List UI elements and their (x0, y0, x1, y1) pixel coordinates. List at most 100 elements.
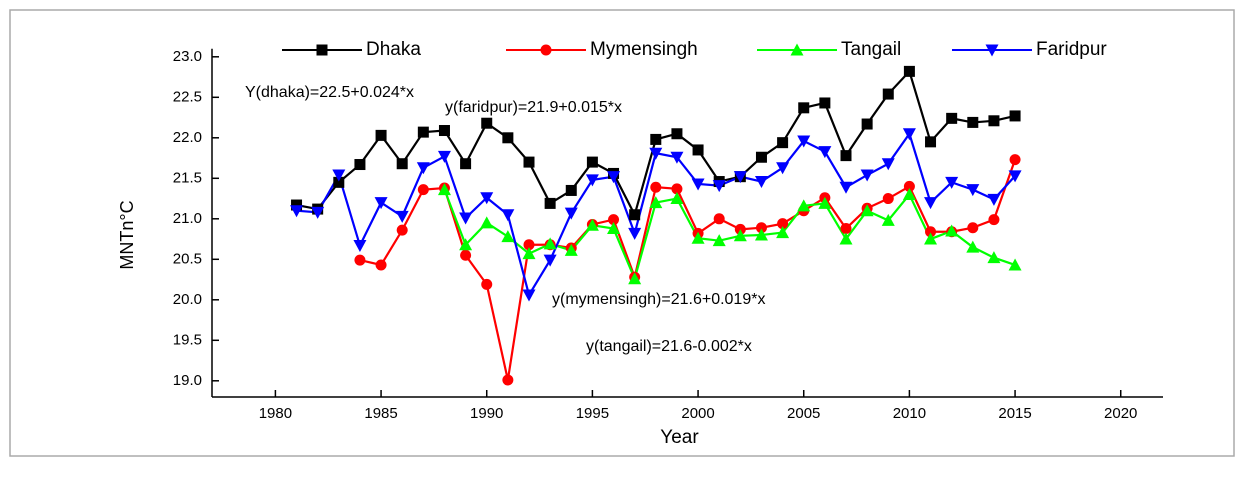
marker (585, 218, 599, 231)
x-tick-label: 2000 (681, 405, 714, 422)
marker (374, 197, 388, 210)
marker (754, 228, 768, 241)
marker (437, 183, 451, 196)
marker (881, 213, 895, 226)
marker (839, 181, 853, 194)
marker (798, 102, 810, 114)
marker (755, 222, 767, 234)
marker (522, 289, 536, 302)
marker (777, 218, 789, 230)
marker (375, 129, 387, 141)
marker (396, 224, 408, 236)
marker (925, 136, 937, 148)
marker (903, 65, 915, 77)
series-line (443, 189, 1016, 283)
marker (543, 237, 557, 250)
marker (290, 205, 304, 218)
marker (988, 214, 1000, 226)
marker (438, 125, 450, 137)
marker (924, 197, 938, 210)
marker (692, 144, 704, 156)
marker (459, 212, 473, 225)
x-tick-label: 2005 (787, 405, 820, 422)
marker (501, 230, 515, 243)
marker (523, 239, 535, 251)
annotation: y(tangail)=21.6-0.002*x (586, 338, 752, 355)
y-tick-label: 20.5 (173, 250, 202, 267)
marker (819, 97, 831, 109)
marker (945, 176, 959, 189)
marker (502, 132, 514, 144)
marker (985, 44, 999, 57)
marker (967, 222, 979, 234)
marker (416, 162, 430, 175)
marker (966, 240, 980, 253)
marker (776, 226, 790, 239)
marker (353, 240, 367, 253)
marker (818, 196, 832, 209)
x-tick-label: 2010 (893, 405, 926, 422)
marker (291, 199, 303, 211)
marker (987, 251, 1001, 264)
marker (628, 272, 642, 285)
marker (354, 254, 366, 266)
marker (861, 118, 873, 130)
marker (585, 174, 599, 187)
marker (564, 207, 578, 220)
marker (754, 176, 768, 189)
marker (523, 156, 535, 168)
y-tick-label: 19.5 (173, 331, 202, 348)
marker (332, 169, 346, 182)
marker (691, 231, 705, 244)
annotation: y(faridpur)=21.9+0.015*x (445, 99, 622, 116)
marker (540, 44, 552, 56)
y-tick-label: 23.0 (173, 48, 202, 65)
marker (902, 188, 916, 200)
y-axis-label: MNTn°C (117, 200, 137, 269)
annotation: y(mymensingh)=21.6+0.019*x (552, 291, 765, 308)
marker (733, 171, 747, 184)
marker (860, 204, 874, 217)
marker (480, 216, 494, 229)
marker (396, 158, 408, 170)
marker (316, 44, 328, 56)
marker (649, 147, 663, 160)
marker (607, 171, 621, 184)
marker (818, 146, 832, 159)
x-tick-label: 1990 (470, 405, 503, 422)
marker (586, 156, 598, 168)
marker (839, 232, 853, 245)
marker (776, 162, 790, 175)
marker (502, 374, 514, 386)
y-tick-label: 19.0 (173, 372, 202, 389)
marker (564, 243, 578, 256)
marker (1008, 170, 1022, 183)
marker (882, 88, 894, 100)
legend-label: Tangail (841, 39, 901, 60)
marker (670, 151, 684, 164)
marker (1008, 258, 1022, 271)
marker (437, 150, 451, 163)
marker (966, 184, 980, 197)
marker (925, 226, 937, 238)
marker (481, 117, 493, 129)
x-axis-label: Year (660, 427, 699, 448)
marker (649, 196, 663, 209)
y-tick-label: 21.0 (173, 210, 202, 227)
legend-label: Mymensingh (590, 39, 698, 60)
frame (9, 9, 1235, 457)
marker (354, 159, 366, 171)
marker (840, 150, 852, 162)
marker (395, 210, 409, 223)
y-tick-label: 20.0 (173, 291, 202, 308)
y-tick-label: 22.0 (173, 129, 202, 146)
marker (543, 254, 557, 267)
marker (650, 181, 662, 193)
marker (417, 184, 429, 196)
marker (797, 199, 811, 212)
marker (755, 151, 767, 163)
marker (565, 184, 577, 196)
marker (460, 158, 472, 170)
marker (733, 229, 747, 242)
